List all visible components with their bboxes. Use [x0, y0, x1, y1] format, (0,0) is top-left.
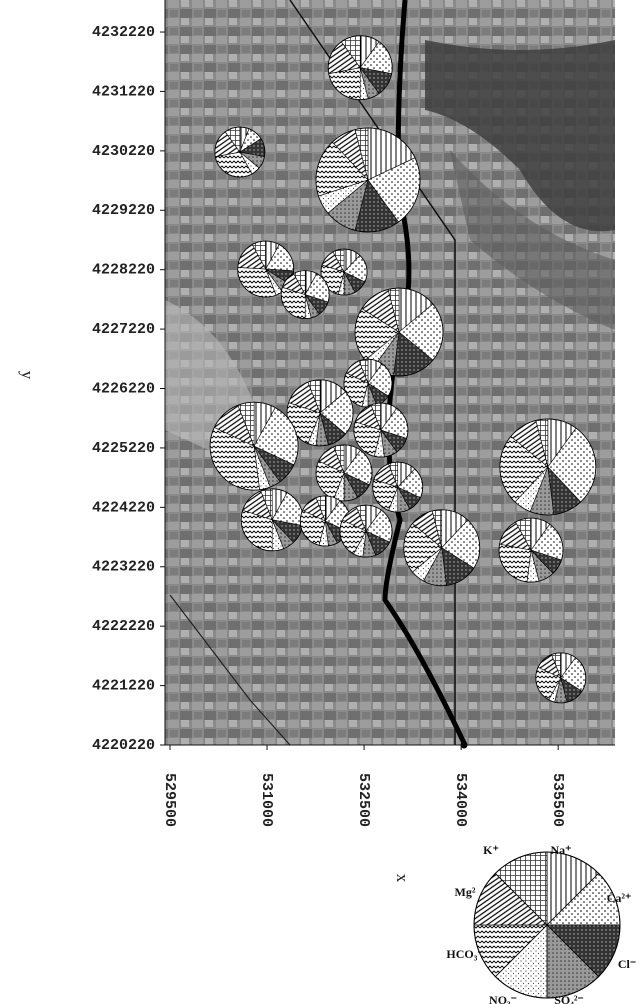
pie-location [214, 126, 266, 178]
sample-pie [353, 402, 409, 458]
pie-location [327, 35, 393, 101]
pie-location [315, 127, 421, 233]
pie-location [320, 248, 368, 296]
y-tick-label: 4229220 [92, 202, 155, 219]
legend-label: K⁺ [483, 843, 499, 857]
y-tick-label: 4232220 [92, 24, 155, 41]
y-tick-label: 4225220 [92, 440, 155, 457]
y-tick-label: 4228220 [92, 262, 155, 279]
y-axis-label: y [18, 371, 37, 380]
legend-outline [473, 851, 621, 999]
pie-location [499, 418, 597, 516]
sample-pie [214, 126, 266, 178]
x-axis-label: x [393, 874, 412, 883]
legend-label: Cl⁻ [618, 957, 636, 971]
sample-pie [237, 240, 295, 298]
y-tick-label: 4227220 [92, 321, 155, 338]
x-tick-label: 535500 [549, 773, 566, 827]
sample-pie [372, 461, 424, 513]
y-tick-label: 4222220 [92, 618, 155, 635]
pie-location [339, 504, 393, 558]
pie-location [315, 444, 373, 502]
legend-label: NO₃⁻ [489, 993, 517, 1004]
sample-pie [315, 444, 373, 502]
x-tick-label: 532500 [355, 773, 372, 827]
x-tick-label: 531000 [258, 773, 275, 827]
y-tick-label: 4224220 [92, 499, 155, 516]
pie-location [535, 652, 587, 704]
legend-label: Na⁺ [551, 843, 572, 857]
y-tick-label: 4221220 [92, 678, 155, 695]
y-tick-label: 4223220 [92, 559, 155, 576]
pie-layer [209, 35, 597, 704]
pie-location [286, 379, 354, 447]
sample-pie [327, 35, 393, 101]
sample-pie [209, 401, 299, 491]
sample-pie [354, 287, 444, 377]
sample-pie [343, 358, 393, 408]
pie-location [280, 270, 330, 320]
x-tick-label: 529500 [161, 773, 178, 827]
sample-pie [315, 127, 421, 233]
basemap [165, 0, 615, 749]
y-tick-label: 4231220 [92, 83, 155, 100]
sample-pie [339, 504, 393, 558]
sample-pie [280, 270, 330, 320]
pie-location [353, 402, 409, 458]
sample-pie [499, 418, 597, 516]
legend-label: SO₄²⁻ [554, 993, 584, 1004]
x-tick-label: 534000 [452, 773, 469, 827]
sample-pie [240, 488, 304, 552]
y-tick-label: 4230220 [92, 143, 155, 160]
pie-location [498, 517, 564, 583]
sample-pie [498, 517, 564, 583]
sample-pie [535, 652, 587, 704]
pie-location [354, 287, 444, 377]
legend-label: Ca²⁺ [607, 891, 632, 905]
ticks: 4232220 4231220 4230220 4229220 4228220 42272… [92, 24, 566, 827]
y-tick-label: 4220220 [92, 737, 155, 754]
y-tick-label: 4226220 [92, 380, 155, 397]
legend-label: Mg² [455, 885, 476, 899]
pie-location [237, 240, 295, 298]
sample-pie [403, 509, 481, 587]
sample-pie [286, 379, 354, 447]
pie-location [372, 461, 424, 513]
legend-label: HCO₃⁻ [446, 947, 483, 961]
legend: Na⁺ Ca²⁺ Cl⁻ SO₄²⁻ NO₃⁻ HCO₃⁻ Mg² K⁺ [446, 843, 636, 1004]
pie-location [403, 509, 481, 587]
pie-location [209, 401, 299, 491]
